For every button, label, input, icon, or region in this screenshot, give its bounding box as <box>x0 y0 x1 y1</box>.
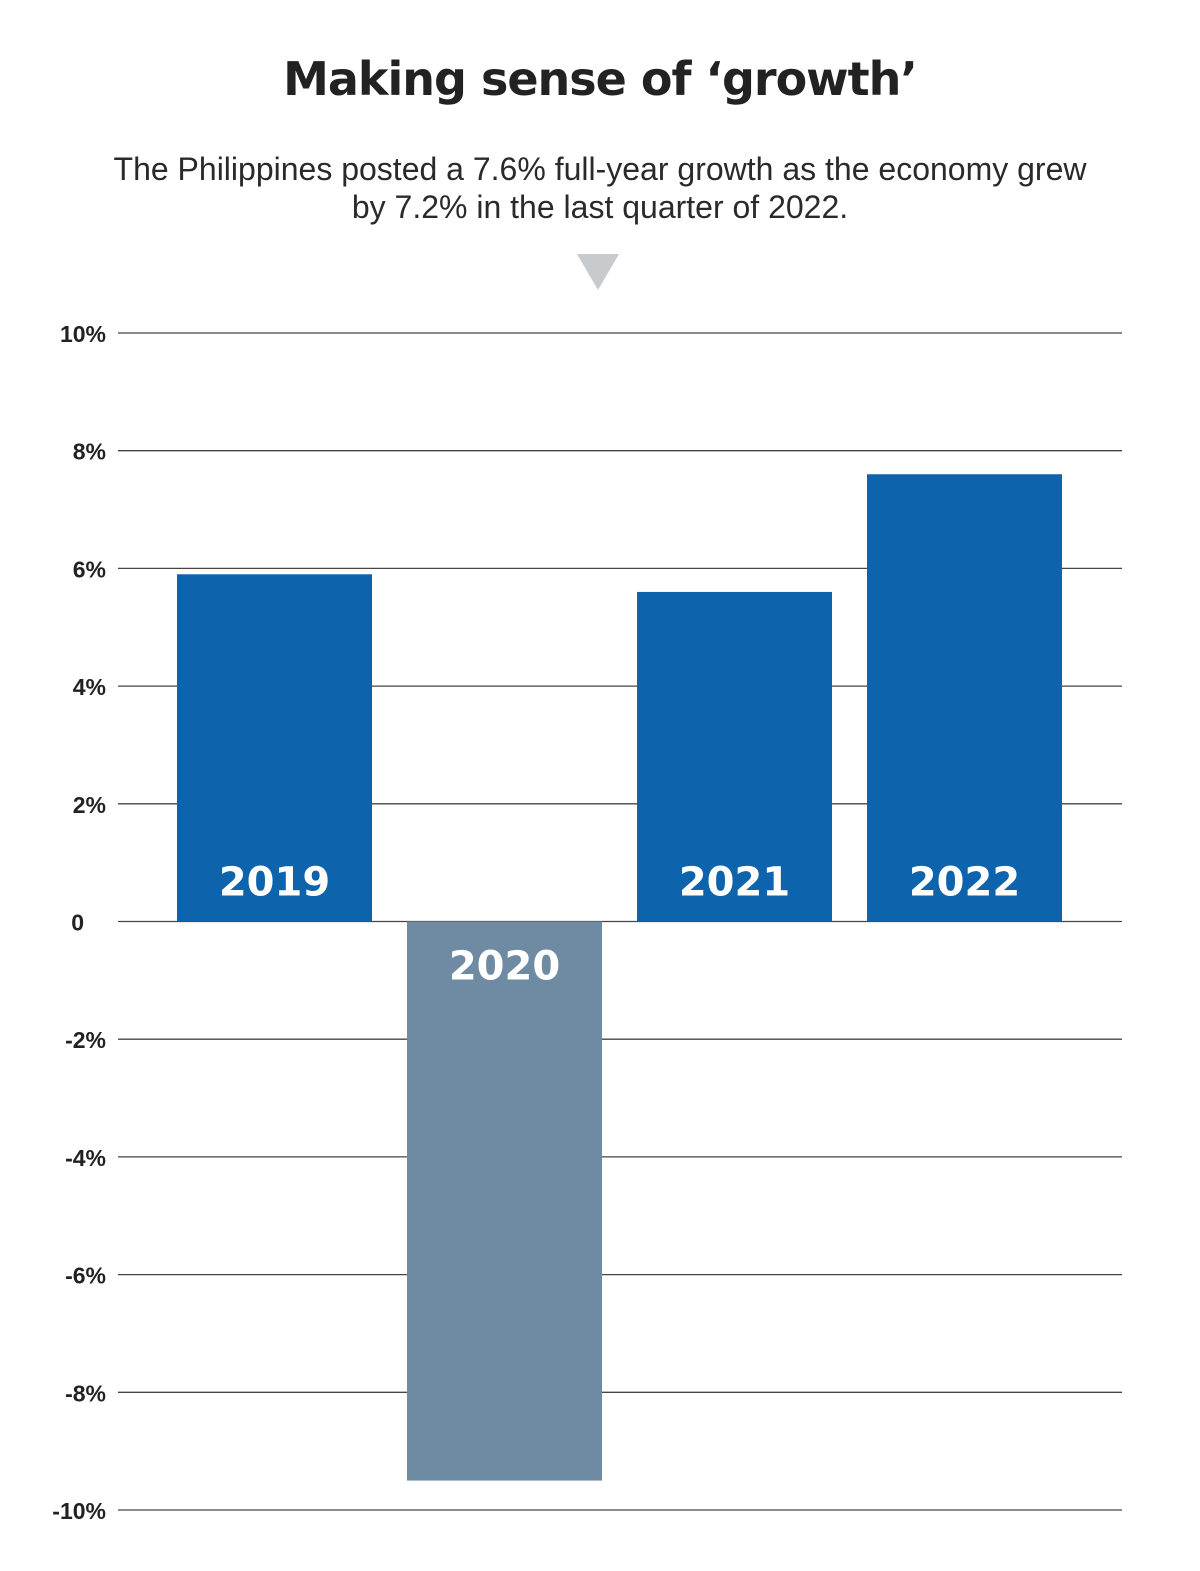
y-tick-label: 2% <box>73 792 106 818</box>
chart-title: Making sense of ‘growth’ <box>283 52 918 106</box>
y-tick-label: -8% <box>65 1380 106 1406</box>
y-axis-ticks: 10% 8% 6% 4% 2% 0 -2% -4% -6% -8% -10% <box>52 321 106 1524</box>
bar-2020 <box>407 921 602 1481</box>
y-tick-label: -10% <box>52 1498 106 1524</box>
y-tick-label: 4% <box>73 674 106 700</box>
bar-label-2021: 2021 <box>679 860 790 906</box>
y-tick-label: 6% <box>73 556 106 582</box>
y-tick-label: -6% <box>65 1263 106 1289</box>
y-tick-label: 10% <box>60 321 106 347</box>
bar-2019 <box>177 574 372 922</box>
bar-2022 <box>867 474 1062 922</box>
bars <box>177 474 1062 1481</box>
y-tick-label: -2% <box>65 1027 106 1053</box>
bar-2021 <box>637 591 832 922</box>
bar-label-2022: 2022 <box>909 860 1020 906</box>
down-triangle-icon <box>577 254 619 290</box>
y-tick-label: -4% <box>65 1145 106 1171</box>
bar-labels: 2019 2020 2021 2022 <box>219 860 1020 990</box>
y-tick-label: 8% <box>73 439 106 465</box>
y-tick-label: 0 <box>71 910 84 936</box>
chart-subtitle: The Philippines posted a 7.6% full-year … <box>113 151 1087 225</box>
bar-label-2020: 2020 <box>449 944 560 990</box>
bar-label-2019: 2019 <box>219 860 330 906</box>
